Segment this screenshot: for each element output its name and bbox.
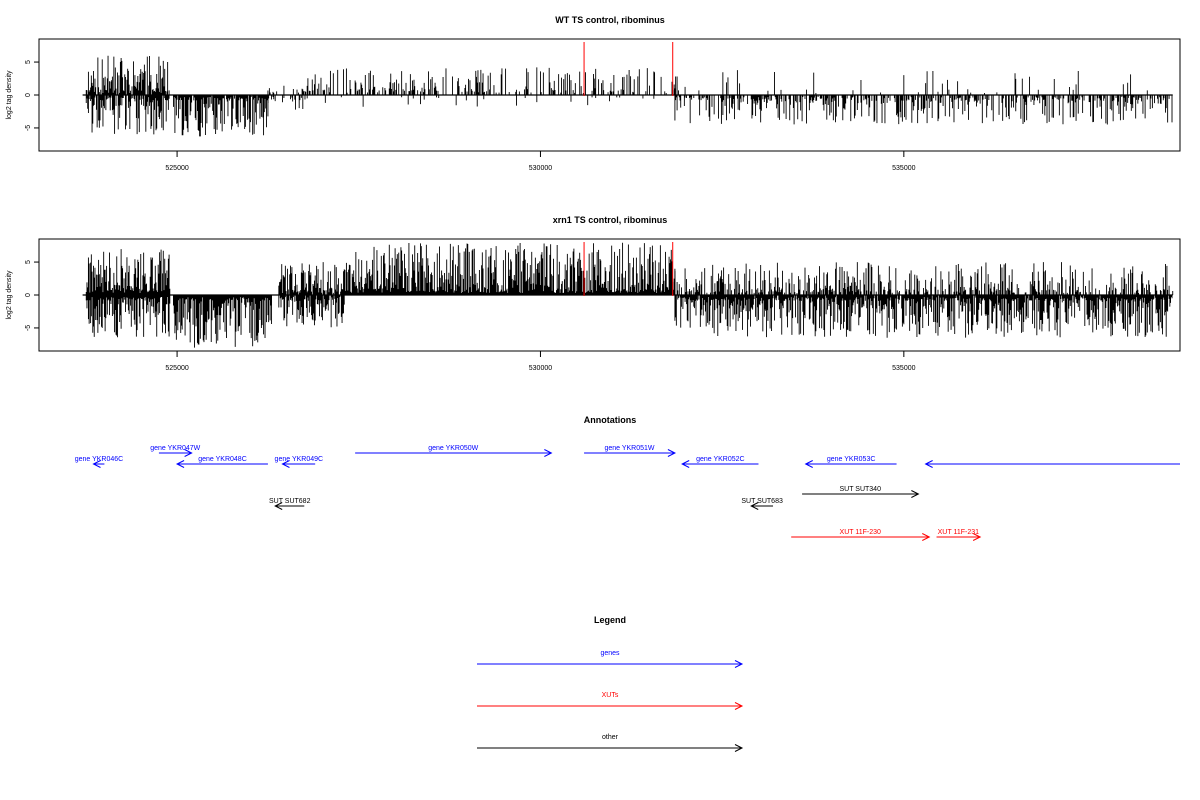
legend-arrow-gene: [477, 660, 744, 668]
wt-x-tick-label: 535000: [892, 165, 915, 172]
legend-entries: genes XUTs other: [477, 650, 744, 752]
xrn1-track-x-axis: 525000 530000 535000: [165, 351, 916, 372]
legend-arrow-other: [477, 744, 744, 752]
density-bars: [85, 249, 171, 295]
density-bars: [324, 95, 655, 107]
wt-track-title: WT TS control, ribominus: [555, 15, 665, 25]
annotation-arrow-xut: [936, 533, 982, 541]
xrn1-track-panel: xrn1 TS control, ribominus 525000 530000…: [6, 215, 1181, 372]
density-bars: [674, 262, 1174, 295]
xrn1-y-axis-label: log2 tag density: [6, 270, 13, 320]
annotation-label: gene YKR053C: [827, 456, 876, 463]
wt-track-panel: WT TS control, ribominus 525000 530000 5…: [6, 15, 1181, 172]
annotation-label: SUT SUT683: [741, 498, 783, 505]
wt-track-markers: [583, 42, 674, 96]
wt-track-bars: [85, 55, 1173, 137]
annotation-arrows: gene YKR046C gene YKR047W gene YKR048C gene…: [75, 445, 1180, 541]
wt-y-tick-label: -5: [25, 125, 32, 131]
density-bars: [267, 85, 308, 95]
density-bars: [675, 70, 1148, 95]
annotation-arrow-gene: [584, 449, 677, 457]
annotation-label: gene YKR048C: [198, 456, 247, 463]
annotation-arrow-gene: [175, 460, 268, 468]
wt-track-x-axis: 525000 530000 535000: [165, 151, 916, 172]
annotation-arrow-gene: [158, 449, 193, 457]
legend-label: XUTs: [602, 692, 619, 699]
density-bars: [173, 295, 273, 348]
density-bars: [278, 295, 345, 328]
xrn1-track-bars: [85, 242, 1174, 348]
wt-x-tick-label: 530000: [529, 165, 552, 172]
annotation-label: gene YKR047W: [150, 445, 200, 452]
annotation-arrow-other: [802, 490, 920, 498]
annotation-label: SUT SUT340: [839, 486, 881, 493]
wt-y-tick-label: 5: [25, 60, 32, 64]
legend-title: Legend: [594, 615, 626, 625]
legend-label: genes: [600, 650, 620, 657]
density-bars: [343, 242, 676, 295]
annotation-label: XUT 11F-230: [840, 529, 881, 536]
density-bars: [307, 67, 676, 95]
annotation-arrow-gene: [92, 460, 105, 468]
annotation-arrow-gene: [804, 460, 897, 468]
xrn1-x-tick-label: 535000: [892, 365, 915, 372]
annotation-arrow-gene: [281, 460, 316, 468]
density-bars: [674, 95, 1173, 125]
xrn1-x-tick-label: 530000: [529, 365, 552, 372]
xrn1-track-title: xrn1 TS control, ribominus: [553, 215, 668, 225]
density-bars: [674, 295, 1173, 338]
density-bars: [85, 95, 170, 135]
annotation-label: gene YKR049C: [275, 456, 324, 463]
xrn1-track-y-axis: 5 0 -5: [25, 260, 39, 331]
density-bars: [173, 95, 269, 137]
annotation-label: gene YKR050W: [428, 445, 478, 452]
legend-arrow-xut: [477, 702, 744, 710]
wt-y-axis-label: log2 tag density: [6, 70, 13, 120]
annotation-label: gene YKR051W: [604, 445, 654, 452]
annotations-title: Annotations: [584, 415, 637, 425]
xrn1-y-tick-label: 0: [25, 293, 32, 297]
annotation-label: gene YKR046C: [75, 456, 124, 463]
annotation-arrow-other: [274, 502, 305, 510]
density-bars: [85, 55, 170, 95]
annotation-arrow-gene: [355, 449, 553, 457]
xrn1-x-tick-label: 525000: [165, 365, 188, 372]
xrn1-track-markers: [583, 242, 674, 296]
annotation-label: gene YKR052C: [696, 456, 745, 463]
wt-y-tick-label: 0: [25, 93, 32, 97]
xrn1-y-tick-label: -5: [25, 325, 32, 331]
wt-track-y-axis: 5 0 -5: [25, 60, 39, 131]
legend-section: Legend genes XUTs other: [477, 615, 744, 752]
xrn1-y-tick-label: 5: [25, 260, 32, 264]
density-bars: [278, 262, 345, 295]
annotation-label: XUT 11F-231: [938, 529, 979, 536]
legend-label: other: [602, 734, 619, 741]
wt-x-tick-label: 525000: [165, 165, 188, 172]
annotation-arrow-xut: [791, 533, 931, 541]
annotation-label: SUT SUT682: [269, 498, 311, 505]
annotation-arrow-gene: [924, 460, 1180, 468]
annotation-arrow-gene: [681, 460, 759, 468]
density-bars: [267, 95, 308, 110]
density-bars: [85, 295, 171, 338]
annotation-arrow-other: [750, 502, 774, 510]
